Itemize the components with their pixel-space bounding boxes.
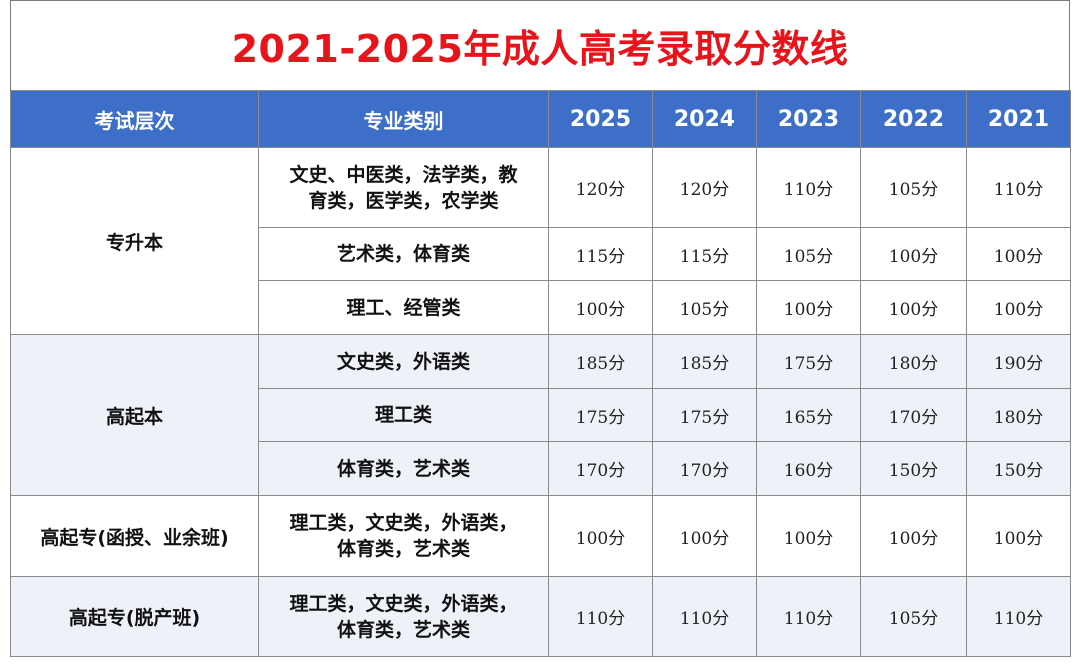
- category-line: 理工类，文史类，外语类，: [289, 512, 518, 534]
- score-cell: 100分: [756, 280, 861, 335]
- score-cell: 170分: [652, 441, 757, 496]
- category-line: 理工类，文史类，外语类，: [289, 592, 518, 615]
- score-cell: 160分: [756, 441, 861, 496]
- header-level: 考试层次: [10, 90, 259, 148]
- header-year: 2021: [966, 90, 1071, 148]
- score-cell: 180分: [860, 334, 967, 389]
- table-row: 高起专(脱产班) 理工类，文史类，外语类， 体育类，艺术类 110分 110分 1…: [10, 576, 1071, 657]
- score-cell: 120分: [652, 147, 757, 228]
- score-cell: 150分: [860, 441, 967, 496]
- header-row: 考试层次 专业类别 2025 2024 2023 2022 2021: [10, 90, 1071, 148]
- score-cell: 175分: [652, 388, 757, 442]
- score-cell: 100分: [966, 495, 1071, 577]
- table-row: 理工类 175分 175分 165分 170分 180分: [11, 388, 1071, 442]
- page-title: 2021-2025年成人高考录取分数线: [10, 0, 1070, 90]
- header-year: 2024: [652, 90, 757, 148]
- table-row: 艺术类，体育类 115分 115分 105分 100分 100分: [11, 227, 1071, 281]
- header-category: 专业类别: [258, 90, 549, 148]
- score-cell: 115分: [652, 227, 757, 281]
- category-cell: 文史类，外语类: [258, 334, 549, 389]
- level-cell: 高起专(函授、业余班): [10, 495, 259, 577]
- category-cell: 理工、经管类: [258, 280, 549, 335]
- category-cell: 理工类，文史类，外语类， 体育类，艺术类: [258, 495, 549, 577]
- category-cell: 艺术类，体育类: [258, 227, 549, 281]
- score-cell: 105分: [860, 147, 967, 228]
- score-table: 考试层次 专业类别 2025 2024 2023 2022 2021 专升本 文…: [10, 90, 1071, 657]
- score-cell: 110分: [756, 147, 861, 228]
- score-cell: 180分: [966, 388, 1071, 442]
- score-cell: 185分: [652, 334, 757, 389]
- score-cell: 110分: [756, 576, 861, 657]
- table-row: 理工、经管类 100分 105分 100分 100分 100分: [11, 280, 1071, 335]
- score-cell: 170分: [548, 441, 653, 496]
- level-cell: 高起本: [10, 334, 259, 496]
- level-cell: 高起专(脱产班): [10, 576, 259, 657]
- score-cell: 185分: [548, 334, 653, 389]
- score-cell: 100分: [756, 495, 861, 577]
- score-cell: 100分: [860, 227, 967, 281]
- score-cell: 110分: [548, 576, 653, 657]
- score-cell: 100分: [966, 227, 1071, 281]
- category-cell: 文史、中医类，法学类，教 育类，医学类，农学类: [258, 147, 549, 228]
- score-cell: 110分: [966, 576, 1071, 657]
- score-cell: 165分: [756, 388, 861, 442]
- score-cell: 175分: [756, 334, 861, 389]
- header-year: 2023: [756, 90, 861, 148]
- category-line: 育类，医学类，农学类: [308, 189, 499, 212]
- table-row: 体育类，艺术类 170分 170分 160分 150分 150分: [11, 441, 1071, 496]
- score-cell: 105分: [860, 576, 967, 657]
- score-cell: 100分: [548, 495, 653, 577]
- score-cell: 110分: [652, 576, 757, 657]
- category-line: 体育类，艺术类: [336, 538, 470, 560]
- category-line: 体育类，艺术类: [336, 618, 470, 641]
- score-cell: 110分: [966, 147, 1071, 228]
- score-cell: 100分: [652, 495, 757, 577]
- table-row: 高起本 文史类，外语类 185分 185分 175分 180分 190分: [10, 334, 1071, 496]
- table-row: 专升本 文史、中医类，法学类，教 育类，医学类，农学类 120分 120分 110…: [10, 147, 1071, 335]
- score-cell: 190分: [966, 334, 1071, 389]
- table-row: 高起专(函授、业余班) 理工类，文史类，外语类， 体育类，艺术类 100分 100…: [10, 495, 1071, 577]
- header-year: 2025: [548, 90, 653, 148]
- score-cell: 100分: [860, 280, 967, 335]
- category-cell: 体育类，艺术类: [258, 441, 549, 496]
- score-cell: 100分: [860, 495, 967, 577]
- score-cell: 150分: [966, 441, 1071, 496]
- score-cell: 170分: [860, 388, 967, 442]
- header-year: 2022: [860, 90, 967, 148]
- score-cell: 100分: [966, 280, 1071, 335]
- score-cell: 100分: [548, 280, 653, 335]
- level-cell: 专升本: [10, 147, 259, 335]
- score-cell: 175分: [548, 388, 653, 442]
- category-cell: 理工类，文史类，外语类， 体育类，艺术类: [258, 576, 549, 657]
- category-line: 文史、中医类，法学类，教: [289, 163, 518, 186]
- score-cell: 120分: [548, 147, 653, 228]
- score-cell: 105分: [756, 227, 861, 281]
- score-table-card: 2021-2025年成人高考录取分数线 考试层次 专业类别 2025 2024 …: [10, 0, 1071, 658]
- score-cell: 105分: [652, 280, 757, 335]
- category-cell: 理工类: [258, 388, 549, 442]
- score-cell: 115分: [548, 227, 653, 281]
